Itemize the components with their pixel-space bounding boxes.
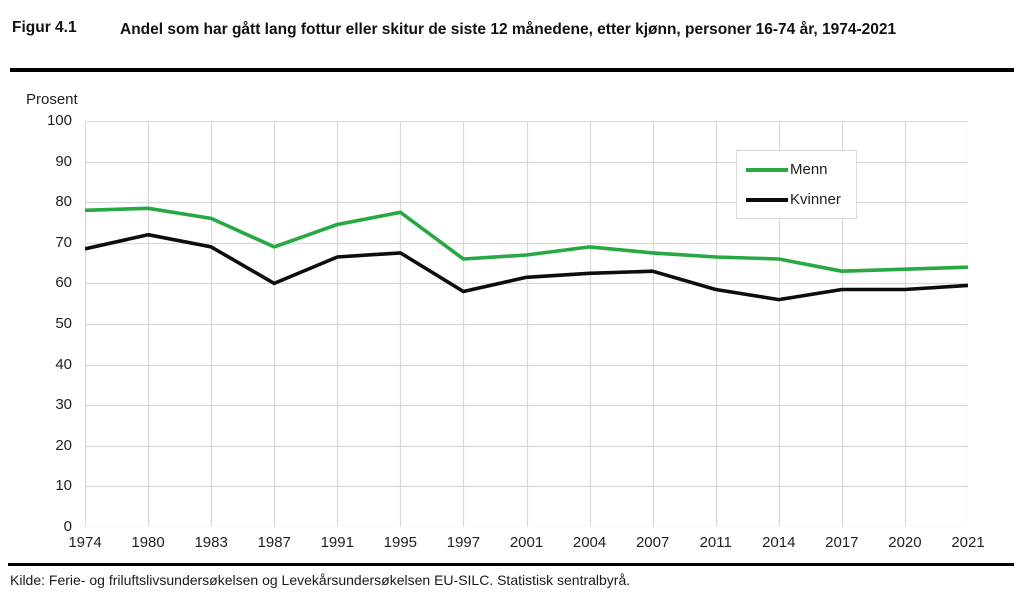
kvinner-data-line [85, 232, 968, 302]
y-tick-label: 100 [46, 112, 72, 129]
x-tick-label: 1995 [383, 534, 418, 551]
x-tick-label: 2017 [825, 534, 859, 551]
y-tick-label: 20 [55, 436, 72, 454]
x-tick-label: 2021 [951, 534, 985, 551]
x-tick-label: 1980 [131, 534, 165, 551]
menn-line-swatch [746, 167, 788, 172]
menn-data-line [85, 206, 968, 273]
x-tick-label: 2014 [762, 534, 796, 551]
x-tick-label: 1974 [68, 534, 102, 551]
y-tick-label: 60 [55, 274, 72, 292]
x-tick-label: 2004 [572, 534, 607, 551]
x-tick-label: 1987 [257, 534, 291, 551]
y-tick-label: 50 [55, 315, 72, 332]
legend-item-menn: Menn [746, 161, 856, 178]
x-tick-label: 1991 [320, 534, 354, 551]
x-tick-label: 2001 [509, 534, 544, 551]
x-tick-label: 2007 [635, 534, 670, 551]
x-tick-label: 1983 [194, 534, 228, 551]
y-axis-title: Prosent [26, 91, 78, 108]
legend-item-kvinner: Kvinner [746, 191, 856, 208]
x-tick-label: 1997 [446, 534, 481, 551]
kvinner-line-swatch [746, 197, 788, 202]
bottom-divider [8, 563, 1014, 566]
x-tick-label: 2011 [699, 534, 732, 551]
figure-title: Andel som har gått lang fottur eller ski… [120, 21, 897, 38]
y-tick-label: 0 [63, 518, 72, 535]
figure-number: Figur 4.1 [12, 19, 77, 36]
y-tick-label: 80 [55, 193, 72, 211]
chart-legend: Menn Kvinner [736, 150, 857, 219]
line-chart-plot [85, 121, 968, 527]
y-tick-label: 30 [55, 396, 72, 414]
top-divider [10, 68, 1014, 72]
source-note: Kilde: Ferie- og friluftslivsundersøkels… [10, 572, 631, 588]
y-tick-label: 10 [55, 477, 72, 495]
x-tick-label: 2020 [888, 534, 922, 551]
legend-label-kvinner: Kvinner [790, 191, 841, 208]
y-tick-label: 90 [55, 152, 72, 170]
y-tick-label: 70 [55, 233, 72, 251]
legend-label-menn: Menn [790, 161, 828, 178]
y-tick-label: 40 [55, 355, 72, 373]
